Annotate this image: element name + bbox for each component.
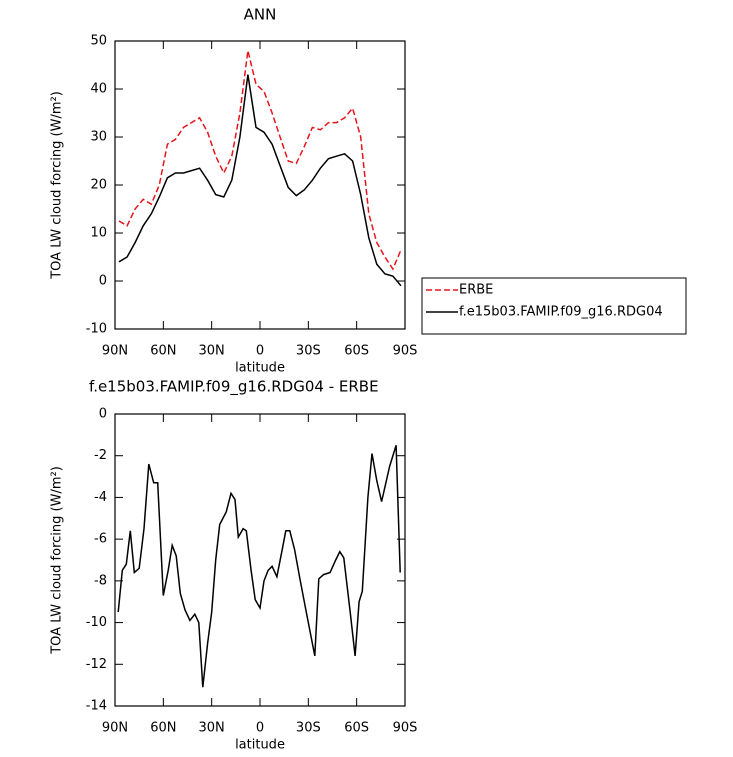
y-tick-label: -12 bbox=[86, 657, 107, 672]
y-tick-label: -8 bbox=[94, 573, 107, 588]
x-tick-label: 60N bbox=[150, 721, 176, 736]
legend-label: ERBE bbox=[459, 283, 493, 298]
y-tick-label: -2 bbox=[94, 448, 107, 463]
y-tick-label: 0 bbox=[99, 407, 107, 422]
x-tick-label: 60S bbox=[344, 721, 369, 736]
legend-box bbox=[421, 277, 687, 335]
x-tick-label: 90S bbox=[393, 344, 418, 359]
y-tick-label: -14 bbox=[86, 699, 107, 714]
x-tick-label: 0 bbox=[256, 721, 264, 736]
plot-frame bbox=[114, 413, 406, 707]
y-tick-label: 0 bbox=[99, 274, 107, 289]
y-tick-label: 20 bbox=[90, 178, 107, 193]
y-tick-label: -6 bbox=[94, 532, 107, 547]
y-axis-label: TOA LW cloud forcing (W/m²) bbox=[50, 91, 65, 280]
y-tick-label: 40 bbox=[90, 82, 107, 97]
x-tick-label: 0 bbox=[256, 344, 264, 359]
x-tick-label: 30N bbox=[199, 721, 225, 736]
data-line bbox=[118, 74, 402, 287]
x-axis-label: latitude bbox=[235, 361, 285, 376]
y-axis-label: TOA LW cloud forcing (W/m²) bbox=[50, 466, 65, 655]
legend-label: f.e15b03.FAMIP.f09_g16.RDG04 bbox=[459, 305, 663, 320]
chart-title: f.e15b03.FAMIP.f09_g16.RDG04 - ERBE bbox=[89, 378, 379, 397]
y-tick-label: -4 bbox=[94, 490, 107, 505]
x-axis-label: latitude bbox=[235, 738, 285, 753]
data-line bbox=[118, 50, 402, 271]
x-tick-label: 30S bbox=[296, 721, 321, 736]
chart-title: ANN bbox=[244, 6, 277, 24]
x-tick-label: 90N bbox=[102, 721, 128, 736]
x-tick-label: 60S bbox=[344, 344, 369, 359]
data-line bbox=[117, 445, 401, 688]
x-tick-label: 30S bbox=[296, 344, 321, 359]
y-tick-label: -10 bbox=[86, 322, 107, 337]
y-tick-label: -10 bbox=[86, 615, 107, 630]
y-tick-label: 50 bbox=[90, 34, 107, 49]
x-tick-label: 90S bbox=[393, 721, 418, 736]
y-tick-label: 10 bbox=[90, 226, 107, 241]
x-tick-label: 60N bbox=[150, 344, 176, 359]
plot-frame bbox=[114, 40, 406, 330]
x-tick-label: 90N bbox=[102, 344, 128, 359]
y-tick-label: 30 bbox=[90, 130, 107, 145]
x-tick-label: 30N bbox=[199, 344, 225, 359]
